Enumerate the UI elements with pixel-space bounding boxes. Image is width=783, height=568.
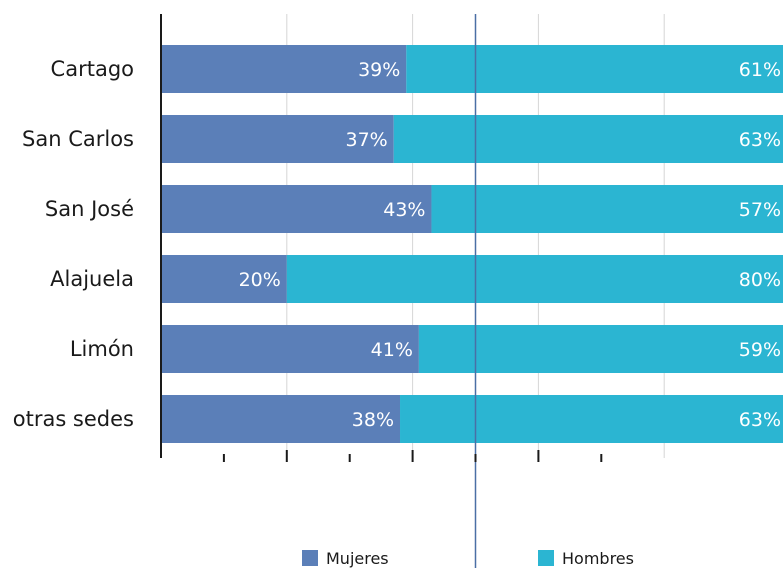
data-label-mujeres: 39% — [358, 59, 400, 81]
data-label-mujeres: 43% — [383, 199, 425, 221]
bar-mujeres-4 — [161, 325, 419, 373]
category-label: Alajuela — [50, 267, 134, 291]
bar-mujeres-5 — [161, 395, 401, 443]
data-label-hombres: 80% — [739, 269, 781, 291]
legend-label-mujeres: Mujeres — [326, 549, 389, 568]
labels: Cartago 39% 61% San Carlos 37% 63% San José 43%… — [13, 57, 781, 431]
category-label: Limón — [70, 337, 134, 361]
category-label: otras sedes — [13, 407, 134, 431]
legend: Mujeres Hombres — [302, 549, 634, 568]
legend-swatch-mujeres — [302, 550, 318, 566]
bar-mujeres-3 — [161, 255, 287, 303]
bar-mujeres-2 — [161, 185, 432, 233]
bar-hombres-4 — [418, 325, 783, 373]
data-label-hombres: 61% — [739, 59, 781, 81]
data-label-mujeres: 37% — [345, 129, 387, 151]
legend-swatch-hombres — [538, 550, 554, 566]
bar-mujeres-1 — [161, 115, 394, 163]
data-label-hombres: 57% — [739, 199, 781, 221]
bar-mujeres-0 — [161, 45, 407, 93]
bars — [161, 45, 783, 443]
bar-hombres-5 — [400, 395, 783, 443]
data-label-hombres: 59% — [739, 339, 781, 361]
category-label: San Carlos — [22, 127, 134, 151]
bar-hombres-0 — [406, 45, 783, 93]
axes — [160, 14, 603, 568]
bar-hombres-3 — [286, 255, 783, 303]
category-label: San José — [45, 197, 134, 221]
data-label-hombres: 63% — [739, 409, 781, 431]
bar-hombres-2 — [431, 185, 783, 233]
data-label-mujeres: 38% — [352, 409, 394, 431]
data-label-mujeres: 41% — [371, 339, 413, 361]
category-label: Cartago — [51, 57, 134, 81]
legend-label-hombres: Hombres — [562, 549, 634, 568]
data-label-mujeres: 20% — [239, 269, 281, 291]
bar-hombres-1 — [393, 115, 783, 163]
data-label-hombres: 63% — [739, 129, 781, 151]
